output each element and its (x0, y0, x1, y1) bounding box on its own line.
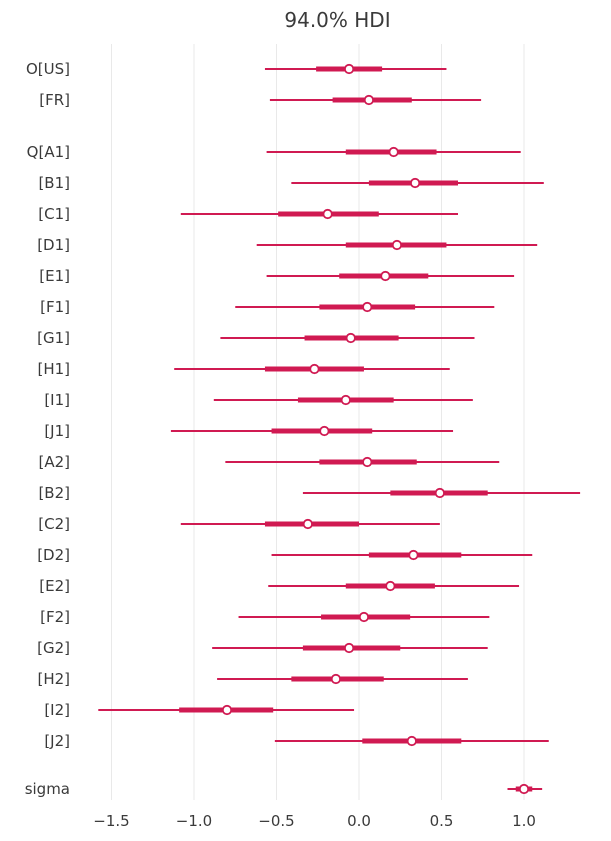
median-point (358, 611, 370, 623)
row-label: [F1] (40, 298, 70, 316)
median-point (380, 270, 391, 282)
row-label: [FR] (39, 91, 70, 109)
row-label: [D2] (37, 546, 70, 564)
x-tick-label: 1.0 (512, 812, 536, 830)
median-point (362, 301, 373, 313)
median-point (221, 704, 233, 716)
x-tick-label: 0.0 (347, 812, 371, 830)
median-point (391, 239, 403, 251)
x-tick-label: 0.5 (430, 812, 454, 830)
row-label: [D1] (37, 236, 70, 254)
row-label: [G1] (37, 329, 70, 347)
row-label: sigma (25, 780, 70, 798)
row-label: [H2] (37, 670, 70, 688)
x-tick-label: −0.5 (258, 812, 294, 830)
row-label: [J2] (44, 732, 70, 750)
row-label: O[US] (26, 60, 70, 78)
median-point (319, 425, 330, 437)
x-tick-label: −1.5 (93, 812, 129, 830)
median-point (406, 735, 417, 747)
row-label: [A2] (38, 453, 70, 471)
row-label: [F2] (40, 608, 70, 626)
row-label: [G2] (37, 639, 70, 657)
median-point (409, 177, 421, 189)
median-point (343, 63, 355, 75)
row-label: [E2] (39, 577, 70, 595)
row-label: [C2] (38, 515, 70, 533)
median-point (340, 394, 351, 406)
median-point (388, 146, 399, 158)
median-point (330, 673, 341, 685)
median-point (309, 363, 320, 375)
row-label: [B2] (38, 484, 70, 502)
x-tick-label: −1.0 (176, 812, 212, 830)
median-point (434, 487, 445, 499)
row-label: [C1] (38, 205, 70, 223)
median-point (385, 580, 396, 592)
median-point (345, 332, 356, 344)
median-point (362, 456, 373, 468)
row-label: Q[A1] (27, 143, 70, 161)
median-point (343, 642, 355, 654)
row-label: [H1] (37, 360, 70, 378)
median-point (363, 94, 374, 106)
median-point (408, 549, 419, 561)
median-point (518, 783, 530, 795)
row-label: [B1] (38, 174, 70, 192)
median-point (302, 518, 313, 530)
row-label: [E1] (39, 267, 70, 285)
median-point (322, 208, 333, 220)
row-label: [J1] (44, 422, 70, 440)
row-label: [I2] (44, 701, 70, 719)
row-label: [I1] (44, 391, 70, 409)
chart-title: 94.0% HDI (284, 8, 391, 32)
